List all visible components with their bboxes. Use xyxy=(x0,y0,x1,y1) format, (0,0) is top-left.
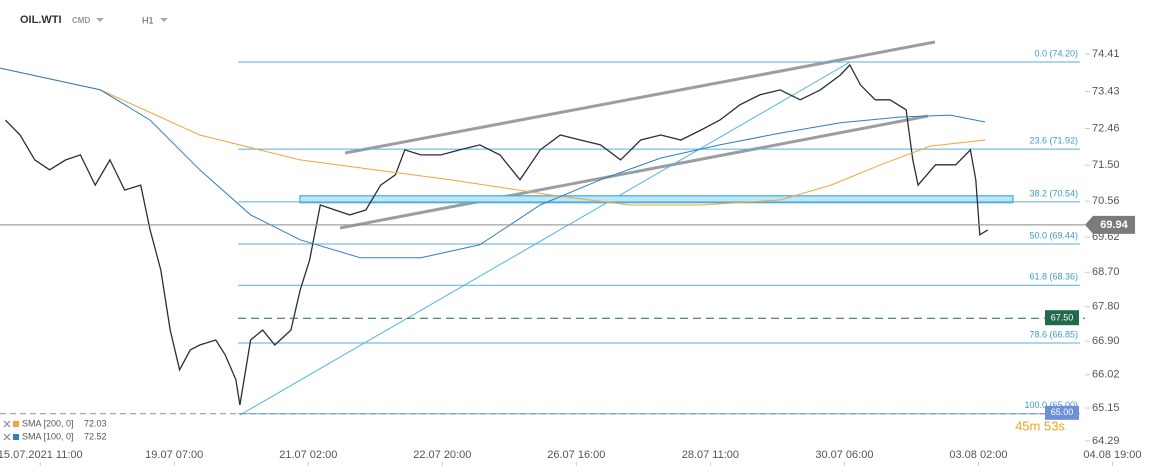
x-tick-label: 03.08 02:00 xyxy=(949,449,1007,461)
y-tick-label: 65.15 xyxy=(1092,402,1120,414)
fib-label: 78.6 (66.85) xyxy=(1029,329,1078,339)
y-tick-label: 69.62 xyxy=(1092,231,1120,243)
legend-value: 72.52 xyxy=(84,431,107,441)
y-tick-label: 67.80 xyxy=(1092,301,1120,313)
x-tick-label: 15.07.2021 11:00 xyxy=(0,449,83,461)
alert-box xyxy=(1045,310,1079,326)
x-tick-label: 26.07 16:00 xyxy=(547,449,605,461)
caret[interactable] xyxy=(96,18,104,22)
low-level-label: 65.00 xyxy=(1051,407,1074,417)
current-price-box xyxy=(1085,215,1135,234)
series-line xyxy=(4,63,989,406)
x-tick-label: 22.07 20:00 xyxy=(413,449,471,461)
y-tick-label: 70.56 xyxy=(1092,195,1120,207)
legend-swatch xyxy=(13,421,19,427)
x-tick-label: 21.07 02:00 xyxy=(279,449,337,461)
alert-label: 67.50 xyxy=(1051,313,1074,323)
low-level-box xyxy=(1045,405,1079,420)
trend-line xyxy=(339,114,929,230)
legend-icon xyxy=(3,420,11,428)
y-tick-label: 74.41 xyxy=(1092,48,1120,60)
badge: CMD xyxy=(72,16,90,25)
current-price-label: 69.94 xyxy=(1100,219,1128,231)
symbol[interactable]: OIL.WTI xyxy=(20,14,62,26)
y-tick-label: 71.50 xyxy=(1092,159,1120,171)
plot-area xyxy=(0,40,1080,416)
y-tick-label: 66.90 xyxy=(1092,335,1120,347)
y-tick-label: 68.70 xyxy=(1092,266,1120,278)
x-tick-label: 04.08 19:00 xyxy=(1083,449,1141,461)
legend-name: SMA [200, 0] xyxy=(22,418,74,428)
series-line xyxy=(0,67,986,206)
legend-name: SMA [100, 0] xyxy=(22,431,74,441)
y-tick-label: 64.29 xyxy=(1092,435,1120,447)
caret[interactable] xyxy=(160,18,168,22)
legend-value: 72.03 xyxy=(84,418,107,428)
series-line xyxy=(0,67,986,259)
fib-label: 38.2 (70.54) xyxy=(1029,188,1078,198)
zone xyxy=(299,195,1014,204)
countdown: 45m 53s xyxy=(1015,418,1065,433)
fib-label: 50.0 (69.44) xyxy=(1029,230,1078,240)
fib-anchor-line xyxy=(239,61,851,416)
trend-line xyxy=(344,40,936,155)
fib-label: 61.8 (68.36) xyxy=(1029,272,1078,282)
fib-label: 23.6 (71.92) xyxy=(1029,136,1078,146)
legend-swatch xyxy=(13,434,19,440)
legend-icon xyxy=(3,433,11,441)
y-tick-label: 66.02 xyxy=(1092,369,1120,381)
x-tick-label: 19.07 07:00 xyxy=(145,449,203,461)
x-tick-label: 30.07 06:00 xyxy=(815,449,873,461)
fib-label: 0.0 (74.20) xyxy=(1034,48,1078,58)
x-tick-label: 28.07 11:00 xyxy=(682,449,739,461)
timeframe[interactable]: H1 xyxy=(142,15,154,25)
y-tick-label: 73.43 xyxy=(1092,85,1120,97)
fib-label: 100.0 (65.00) xyxy=(1024,400,1078,410)
y-tick-label: 72.46 xyxy=(1092,122,1120,134)
